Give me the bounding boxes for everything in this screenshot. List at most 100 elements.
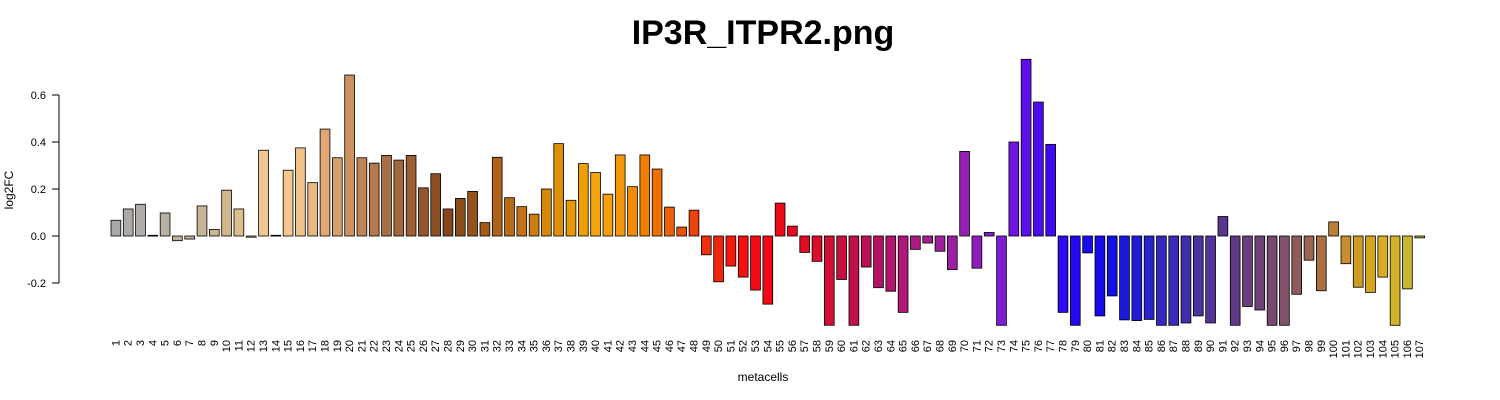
x-tick-label: 59 (824, 340, 836, 352)
x-tick-label: 88 (1181, 340, 1193, 352)
x-tick-label: 98 (1304, 340, 1316, 352)
bars-group (110, 58, 1426, 326)
bar-57 (799, 235, 810, 253)
bar-17 (307, 182, 318, 237)
x-tick-label: 71 (971, 340, 983, 352)
bar-83 (1119, 235, 1130, 321)
x-tick-label: 33 (504, 340, 516, 352)
x-tick-label: 105 (1390, 340, 1402, 358)
bar-103 (1365, 235, 1376, 293)
bar-74 (1008, 141, 1020, 237)
x-tick-label: 29 (455, 340, 467, 352)
x-tick-label: 5 (160, 340, 172, 346)
x-tick-label: 32 (492, 340, 504, 352)
x-tick-label: 20 (344, 340, 356, 352)
x-tick-label: 55 (775, 340, 787, 352)
x-tick-label: 84 (1131, 340, 1143, 352)
bar-89 (1193, 235, 1204, 317)
x-tick-label: 27 (430, 340, 442, 352)
bar-82 (1106, 235, 1118, 297)
y-axis-label: log2FC (2, 170, 16, 209)
bar-26 (418, 187, 429, 237)
bar-100 (1328, 221, 1339, 237)
x-tick-label: 87 (1168, 340, 1180, 352)
bar-70 (959, 150, 970, 237)
x-tick-label: 65 (898, 340, 910, 352)
bar-31 (479, 222, 491, 237)
x-tick-label: 31 (479, 340, 491, 352)
bar-38 (565, 199, 577, 237)
x-tick-label: 68 (935, 340, 947, 352)
bar-35 (528, 213, 540, 237)
bar-80 (1082, 235, 1093, 254)
x-tick-label: 85 (1144, 340, 1156, 352)
x-tick-label: 94 (1254, 340, 1266, 352)
bar-54 (762, 235, 774, 305)
bar-93 (1242, 235, 1253, 307)
x-tick-label: 54 (762, 340, 774, 352)
x-tick-label: 106 (1402, 340, 1414, 358)
chart-title: IP3R_ITPR2.png (632, 14, 895, 52)
bar-81 (1094, 235, 1106, 317)
bar-99 (1316, 235, 1327, 292)
bar-92 (1229, 235, 1241, 326)
bar-72 (983, 232, 995, 237)
x-tick-label: 100 (1328, 340, 1340, 358)
bar-19 (331, 157, 343, 237)
bar-95 (1266, 235, 1278, 326)
x-tick-label: 97 (1291, 340, 1303, 352)
x-tick-label: 64 (885, 340, 897, 352)
x-tick-label: 39 (578, 340, 590, 352)
bar-107 (1414, 235, 1426, 239)
x-tick-label: 101 (1340, 340, 1352, 358)
bar-21 (356, 157, 368, 237)
bar-39 (578, 163, 589, 237)
bar-58 (811, 235, 823, 262)
x-tick-label: 104 (1377, 340, 1389, 358)
bar-47 (676, 226, 687, 237)
x-tick-label: 69 (947, 340, 959, 352)
bar-2 (122, 208, 134, 237)
x-tick-label: 82 (1107, 340, 1119, 352)
x-tick-label: 86 (1156, 340, 1168, 352)
x-tick-label: 23 (381, 340, 393, 352)
x-tick-label: 83 (1119, 340, 1131, 352)
bar-24 (393, 159, 405, 237)
x-tick-label: 45 (652, 340, 664, 352)
bar-68 (934, 235, 946, 252)
x-tick-label: 1 (110, 340, 122, 346)
bar-46 (664, 206, 675, 237)
bar-79 (1070, 235, 1081, 326)
x-tick-label: 96 (1279, 340, 1291, 352)
x-tick-label: 21 (356, 340, 368, 352)
bar-61 (848, 235, 860, 326)
x-tick-label: 89 (1193, 340, 1205, 352)
x-tick-label: 22 (369, 340, 381, 352)
x-tick-label: 34 (516, 340, 528, 352)
bar-106 (1402, 235, 1413, 290)
bar-41 (602, 193, 614, 237)
x-tick-label: 67 (922, 340, 934, 352)
bar-56 (787, 225, 798, 237)
x-tick-label: 4 (147, 340, 159, 346)
x-tick-label: 41 (602, 340, 614, 352)
bar-66 (910, 235, 921, 250)
x-tick-label: 19 (332, 340, 344, 352)
bar-76 (1033, 101, 1044, 237)
x-tick-label: 70 (959, 340, 971, 352)
bar-90 (1205, 235, 1216, 324)
x-tick-label: 48 (689, 340, 701, 352)
bar-9 (208, 229, 220, 237)
bar-104 (1377, 235, 1389, 278)
x-tick-label: 8 (197, 340, 209, 346)
x-tick-label: 81 (1094, 340, 1106, 352)
x-tick-label: 11 (233, 340, 245, 351)
x-axis-label: metacells (738, 370, 789, 384)
x-tick-label: 78 (1058, 340, 1070, 352)
x-tick-label: 13 (258, 340, 270, 352)
bar-53 (750, 235, 761, 291)
x-tick-label: 18 (320, 340, 332, 352)
bar-5 (159, 212, 171, 237)
bar-37 (553, 143, 564, 237)
x-tick-label: 47 (676, 340, 688, 352)
